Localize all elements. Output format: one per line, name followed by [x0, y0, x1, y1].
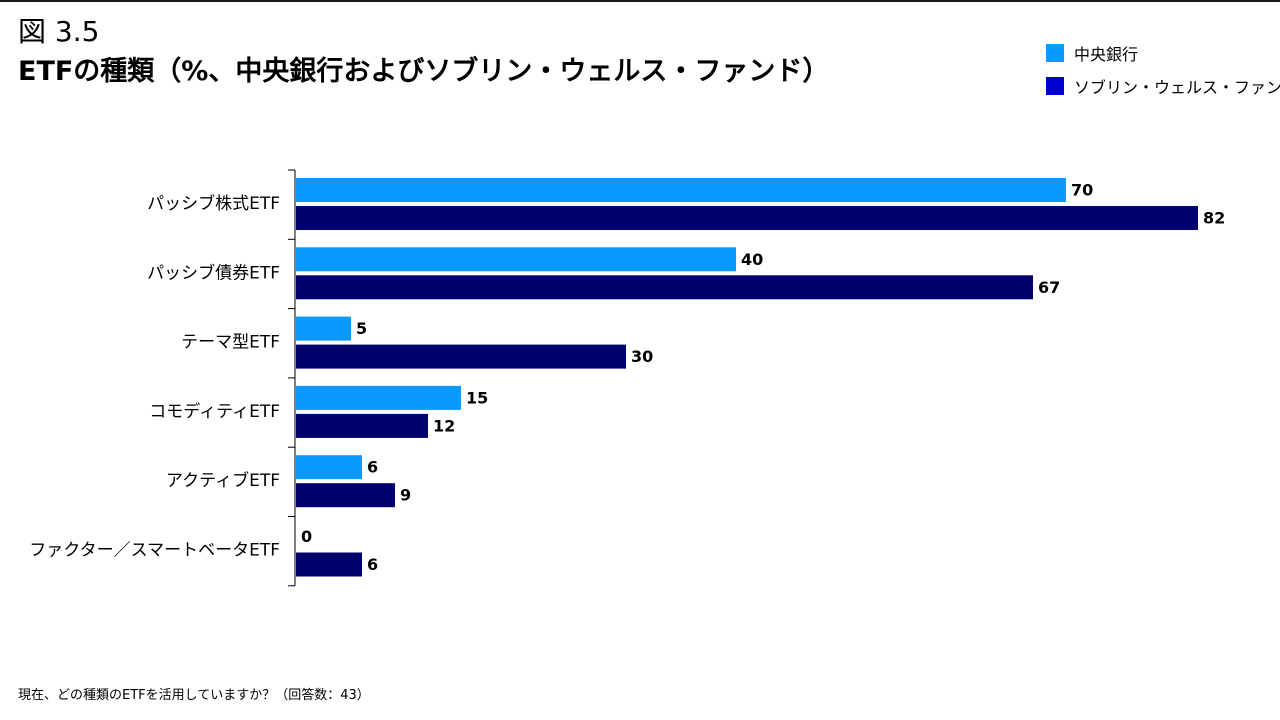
bar [296, 483, 395, 508]
legend-item-swf: ソブリン・ウェルス・ファンド [1046, 69, 1280, 102]
data-label: 82 [1203, 209, 1225, 228]
category-label: パッシブ債券ETF [147, 262, 280, 283]
figure-label: 図 3.5 [18, 15, 100, 48]
category-label: アクティブETF [166, 470, 280, 491]
bar [296, 552, 362, 577]
legend-item-central-bank: 中央銀行 [1046, 36, 1280, 69]
legend-swatch-central-bank [1046, 43, 1064, 62]
data-label: 6 [367, 458, 378, 477]
data-label: 5 [356, 319, 367, 338]
top-rule [0, 0, 1280, 2]
data-label: 6 [367, 555, 378, 574]
bar [296, 178, 1066, 202]
category-label: コモディティETF [149, 401, 280, 422]
bar [296, 385, 461, 410]
data-label: 0 [301, 527, 312, 546]
data-label: 12 [433, 416, 455, 435]
data-label: 9 [400, 486, 411, 505]
category-label: パッシブ株式ETF [147, 193, 280, 214]
legend-swatch-swf [1046, 76, 1064, 95]
bar [296, 275, 1033, 300]
bar [296, 344, 626, 369]
data-label: 15 [466, 388, 488, 407]
data-label: 67 [1038, 278, 1060, 297]
bar [296, 413, 428, 438]
data-label: 40 [741, 250, 763, 269]
footnote: 現在、どの種類のETFを活用していますか？（回答数：43） [18, 688, 370, 703]
category-label: テーマ型ETF [181, 333, 280, 353]
chart-title: ETFの種類（%、中央銀行およびソブリン・ウェルス・ファンド） [18, 56, 830, 87]
bar [296, 455, 362, 480]
legend-label-central-bank: 中央銀行 [1074, 44, 1139, 64]
bar [296, 316, 351, 341]
bar [296, 206, 1198, 230]
bar [296, 247, 736, 272]
legend-label-swf: ソブリン・ウェルス・ファンド [1074, 77, 1280, 97]
category-label: ファクター／スマートベータETF [29, 541, 280, 561]
legend: 中央銀行 ソブリン・ウェルス・ファンド [1046, 36, 1280, 102]
data-label: 70 [1071, 181, 1093, 200]
data-label: 30 [631, 347, 653, 366]
